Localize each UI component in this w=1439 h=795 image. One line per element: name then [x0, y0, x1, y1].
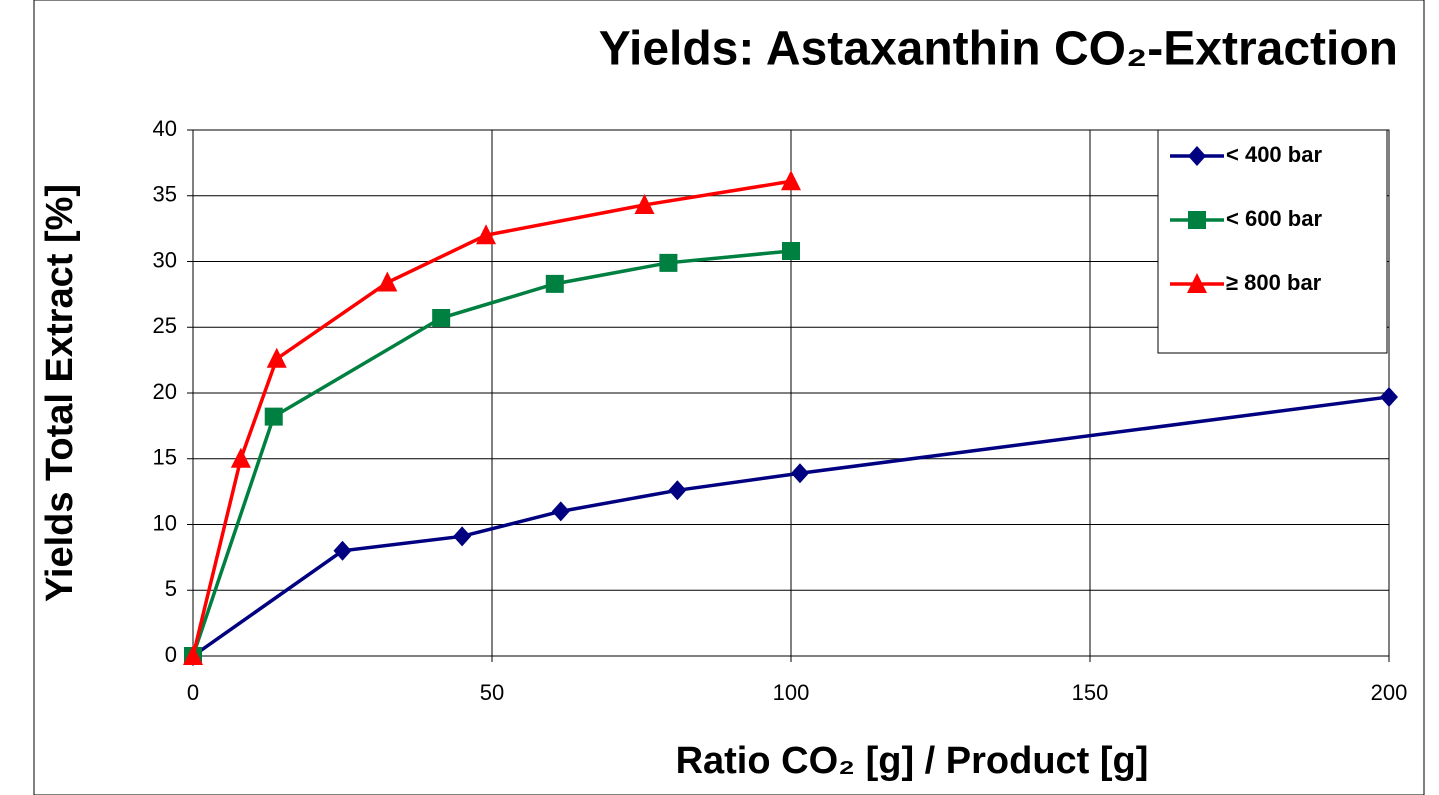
y-tick-label: 0 [165, 642, 177, 667]
marker [265, 408, 283, 426]
page: {"chart_data": {"type": "line", "title":… [0, 0, 1439, 795]
x-tick-label: 150 [1072, 680, 1109, 705]
marker [432, 309, 450, 327]
x-axis-label: Ratio CO₂ [g] / Product [g] [676, 740, 1149, 782]
marker [546, 275, 564, 293]
y-axis-label: Yields Total Extract [%] [39, 184, 81, 602]
y-tick-label: 15 [153, 445, 177, 470]
y-tick-label: 30 [153, 247, 177, 272]
legend-label: < 600 bar [1226, 206, 1322, 231]
chart: Yields: Astaxanthin CO₂-Extraction Ratio… [0, 0, 1439, 795]
y-tick-label: 40 [153, 116, 177, 141]
x-tick-label: 200 [1371, 680, 1408, 705]
x-tick-label: 50 [480, 680, 504, 705]
y-tick-label: 10 [153, 510, 177, 535]
x-tick-label: 0 [187, 680, 199, 705]
y-tick-label: 5 [165, 576, 177, 601]
legend-label: ≥ 800 bar [1226, 270, 1322, 295]
legend-marker [1188, 211, 1206, 229]
y-tick-label: 35 [153, 182, 177, 207]
y-tick-label: 20 [153, 379, 177, 404]
y-tick-label: 25 [153, 313, 177, 338]
marker [659, 254, 677, 272]
legend-label: < 400 bar [1226, 142, 1322, 167]
chart-title: Yields: Astaxanthin CO₂-Extraction [599, 23, 1398, 76]
marker [782, 242, 800, 260]
x-tick-label: 100 [773, 680, 810, 705]
